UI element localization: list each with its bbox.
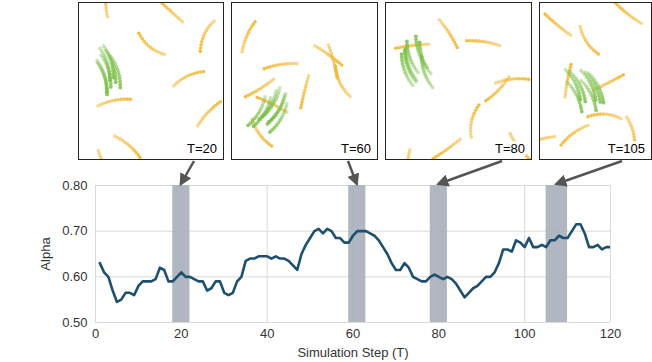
- html-text:T=105: T=105: [607, 141, 645, 156]
- html-text:T=20: T=20: [187, 141, 217, 156]
- svg-text:0: 0: [92, 326, 99, 341]
- svg-text:80: 80: [432, 326, 446, 341]
- svg-text:60: 60: [346, 326, 360, 341]
- svg-text:100: 100: [514, 326, 536, 341]
- svg-text:0.50: 0.50: [62, 315, 87, 330]
- html-text:T=80: T=80: [495, 141, 525, 156]
- html-text:T=60: T=60: [341, 141, 371, 156]
- svg-text:0.60: 0.60: [62, 269, 87, 284]
- svg-text:0.80: 0.80: [62, 178, 87, 193]
- svg-text:20: 20: [174, 326, 188, 341]
- svg-text:0.70: 0.70: [62, 223, 87, 238]
- svg-text:40: 40: [260, 326, 274, 341]
- svg-text:Alpha: Alpha: [38, 237, 53, 271]
- svg-text:Simulation Step (T): Simulation Step (T): [297, 345, 408, 360]
- svg-text:120: 120: [600, 326, 622, 341]
